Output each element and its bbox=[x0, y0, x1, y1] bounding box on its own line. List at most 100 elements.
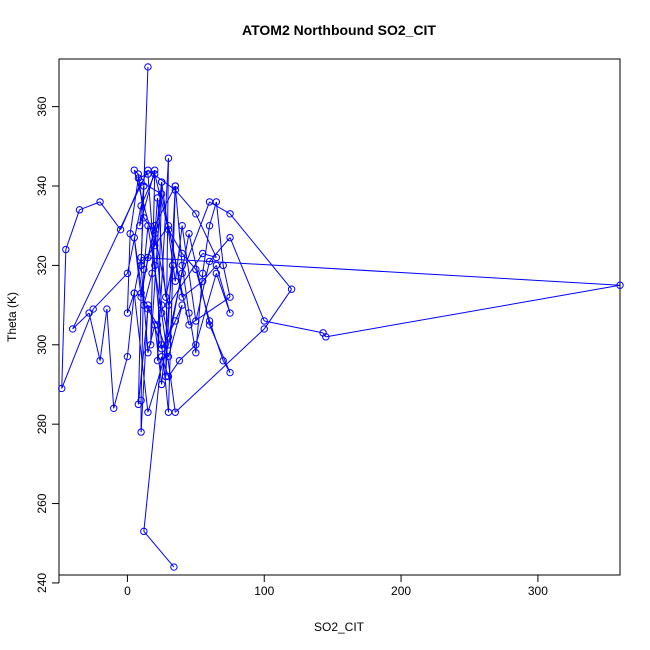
data-point bbox=[198, 249, 207, 258]
series-segment bbox=[154, 185, 176, 226]
data-point bbox=[164, 333, 173, 341]
y-tick-label: 340 bbox=[35, 176, 49, 196]
data-point bbox=[130, 233, 138, 242]
series-segment bbox=[126, 293, 135, 357]
data-point bbox=[171, 317, 180, 325]
data-point bbox=[164, 154, 173, 162]
series-segment bbox=[140, 173, 156, 207]
series-segment bbox=[161, 344, 169, 413]
data-point bbox=[185, 229, 193, 238]
series-segment bbox=[161, 265, 174, 385]
data-point bbox=[140, 527, 148, 536]
data-point bbox=[171, 277, 180, 285]
data-point bbox=[153, 356, 162, 365]
series-segment bbox=[229, 237, 265, 322]
data-point bbox=[178, 249, 186, 258]
data-point bbox=[260, 317, 268, 325]
data-point bbox=[157, 178, 166, 186]
data-point bbox=[103, 305, 111, 313]
x-tick-label: 300 bbox=[528, 584, 548, 598]
series-segment bbox=[202, 225, 211, 274]
chart-title: ATOM2 Northbound SO2_CIT bbox=[242, 22, 436, 38]
data-point bbox=[140, 214, 148, 222]
series-segment bbox=[179, 344, 197, 362]
data-point bbox=[123, 352, 132, 361]
data-point bbox=[144, 63, 152, 71]
data-point bbox=[137, 261, 145, 270]
data-point bbox=[151, 229, 159, 238]
data-point bbox=[226, 368, 234, 377]
series-segment bbox=[129, 178, 139, 234]
data-point bbox=[260, 325, 268, 333]
data-point bbox=[157, 345, 166, 353]
data-point bbox=[164, 372, 173, 381]
series-segment bbox=[181, 201, 210, 274]
data-point bbox=[151, 321, 159, 329]
series-segment bbox=[133, 257, 142, 294]
series-segment bbox=[209, 324, 231, 373]
series-segment bbox=[133, 293, 149, 413]
series-segment bbox=[181, 225, 197, 322]
data-point bbox=[185, 309, 193, 317]
series-segment bbox=[209, 201, 217, 226]
data-point bbox=[178, 293, 186, 301]
data-point bbox=[58, 384, 66, 393]
data-point bbox=[192, 210, 200, 218]
series-segment bbox=[88, 312, 101, 361]
data-point bbox=[171, 186, 180, 194]
x-axis: 0 100 200 300 bbox=[124, 574, 548, 598]
series-segment bbox=[65, 209, 80, 250]
data-point bbox=[226, 233, 234, 242]
series-segment bbox=[143, 225, 149, 270]
data-point bbox=[144, 349, 152, 357]
data-point bbox=[62, 245, 70, 254]
data-point bbox=[175, 356, 184, 365]
data-point bbox=[68, 325, 77, 333]
series-segment bbox=[126, 233, 131, 314]
series-segment bbox=[154, 324, 163, 385]
data-point bbox=[157, 309, 166, 317]
data-point bbox=[137, 293, 145, 301]
series-segment bbox=[209, 201, 231, 215]
series-segment bbox=[99, 201, 121, 230]
data-point bbox=[226, 309, 234, 317]
data-point bbox=[140, 301, 148, 309]
series-segment bbox=[325, 284, 621, 338]
series-segment bbox=[140, 305, 149, 433]
data-point bbox=[198, 277, 207, 285]
y-axis: 240 260 280 300 320 340 360 bbox=[35, 96, 60, 593]
data-point bbox=[192, 341, 200, 349]
series-segment bbox=[150, 182, 163, 345]
series-segment bbox=[215, 201, 224, 266]
series-segment bbox=[137, 309, 149, 405]
series-segment bbox=[181, 280, 203, 298]
series-segment bbox=[188, 312, 197, 353]
data-point bbox=[164, 225, 173, 234]
y-axis-label: Theta (K) bbox=[5, 292, 19, 342]
data-point bbox=[153, 194, 162, 202]
data-point bbox=[171, 408, 180, 416]
data-point bbox=[110, 404, 118, 412]
data-point bbox=[85, 309, 93, 317]
data-point bbox=[162, 293, 170, 301]
data-point bbox=[144, 170, 152, 178]
y-tick-label: 240 bbox=[35, 573, 49, 593]
series-segment bbox=[322, 332, 327, 338]
data-point bbox=[178, 261, 186, 270]
series-group bbox=[58, 63, 624, 571]
series-segment bbox=[143, 531, 175, 568]
data-point bbox=[178, 269, 186, 278]
series-segment bbox=[72, 312, 90, 330]
data-point bbox=[137, 289, 145, 297]
data-point bbox=[148, 269, 156, 278]
data-point bbox=[144, 301, 152, 309]
data-point bbox=[96, 198, 104, 206]
series-segment bbox=[161, 312, 176, 413]
series-segment bbox=[147, 169, 176, 191]
data-point bbox=[126, 229, 134, 238]
data-point bbox=[137, 202, 145, 210]
series-segment bbox=[181, 265, 190, 314]
series-segment bbox=[61, 308, 94, 389]
data-point bbox=[219, 356, 227, 365]
data-point bbox=[89, 305, 97, 313]
